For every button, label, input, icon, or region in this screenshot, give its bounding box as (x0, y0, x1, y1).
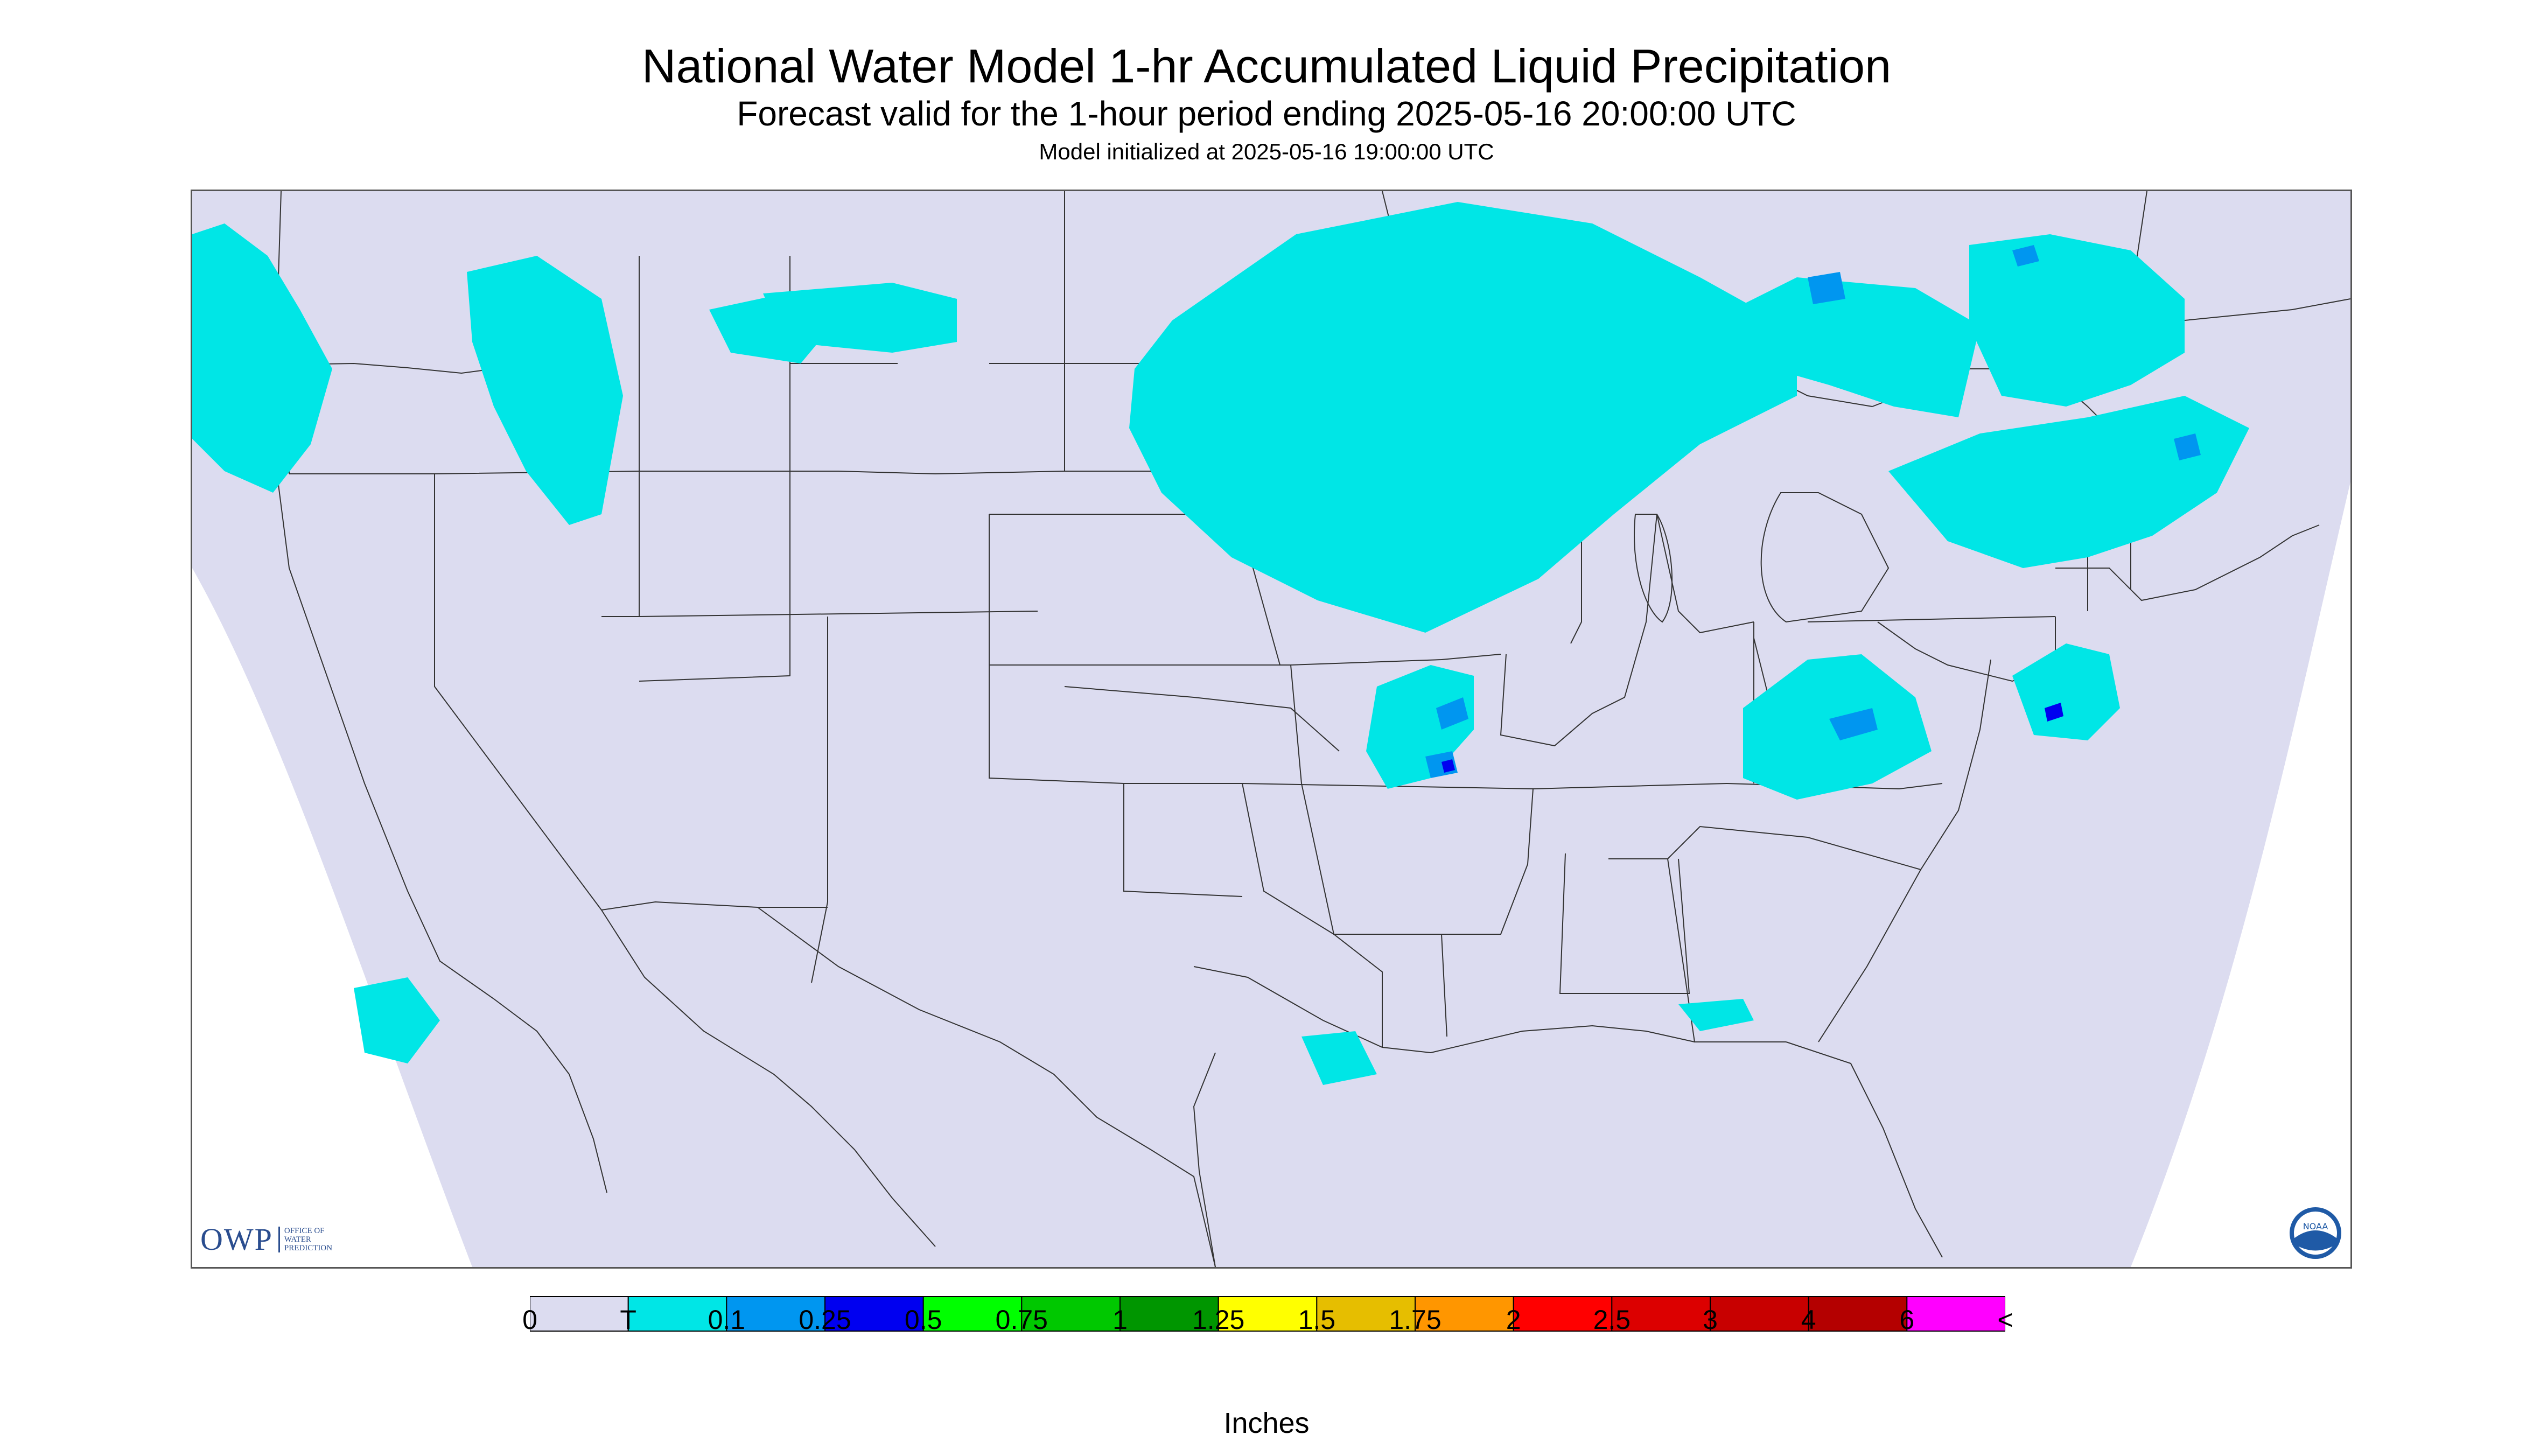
owp-logo-text: OWP (200, 1222, 273, 1257)
legend-tick-label: 6 (1899, 1305, 1915, 1335)
noaa-logo-text: NOAA (2303, 1221, 2328, 1231)
owp-logo-subtext: OFFICE OF WATER PREDICTION (278, 1226, 332, 1252)
legend-tick-label: 2.5 (1593, 1305, 1631, 1335)
legend-swatch (1513, 1296, 1613, 1332)
owp-logo: OWP OFFICE OF WATER PREDICTION (200, 1221, 332, 1257)
legend-tick-label: 1 (1112, 1305, 1128, 1335)
legend-swatch (824, 1296, 924, 1332)
legend-swatch (726, 1296, 825, 1332)
legend-tick-label: 0.25 (799, 1305, 851, 1335)
boundary-lines (277, 191, 2350, 1267)
legend-tick-label: 2 (1506, 1305, 1521, 1335)
legend-swatch (530, 1296, 629, 1332)
model-init-text: Model initialized at 2025-05-16 19:00:00… (1039, 139, 1494, 164)
legend-tick-label: T (620, 1305, 636, 1335)
precip-heavy-areas (1442, 703, 2063, 773)
model-domain (192, 191, 2350, 1267)
map-subtitle: Forecast valid for the 1-hour period end… (737, 94, 1796, 133)
legend-tick-label: 0.75 (995, 1305, 1048, 1335)
precipitation-map (191, 190, 2352, 1269)
legend-tick-label: 4 (1801, 1305, 1816, 1335)
legend-swatch (1119, 1296, 1219, 1332)
legend-tick-label: 0 (522, 1305, 537, 1335)
legend-tick-label: 1.5 (1298, 1305, 1336, 1335)
noaa-logo-icon: NOAA (2290, 1207, 2341, 1259)
legend-tick-label: 3 (1703, 1305, 1718, 1335)
legend-tick-label: 0.1 (708, 1305, 746, 1335)
legend-swatch (1808, 1296, 1908, 1332)
legend-swatch (1316, 1296, 1416, 1332)
legend-swatch (1906, 1296, 2005, 1332)
legend-tick-label: 1.75 (1389, 1305, 1442, 1335)
legend-tick-label: < (1997, 1305, 2013, 1335)
map-title: National Water Model 1-hr Accumulated Li… (641, 39, 1892, 93)
legend-swatch (1710, 1296, 1809, 1332)
precip-light-areas (192, 202, 2249, 1085)
legend-swatch (1415, 1296, 1514, 1332)
legend-swatch (922, 1296, 1023, 1332)
legend-unit-label: Inches (1223, 1407, 1310, 1439)
legend-swatch (1021, 1296, 1121, 1332)
legend-tick-label: 1.25 (1192, 1305, 1245, 1335)
legend-tick-label: 0.5 (904, 1305, 942, 1335)
color-legend (530, 1296, 2005, 1332)
precip-moderate-areas (1425, 245, 2201, 778)
legend-swatch (627, 1296, 727, 1332)
